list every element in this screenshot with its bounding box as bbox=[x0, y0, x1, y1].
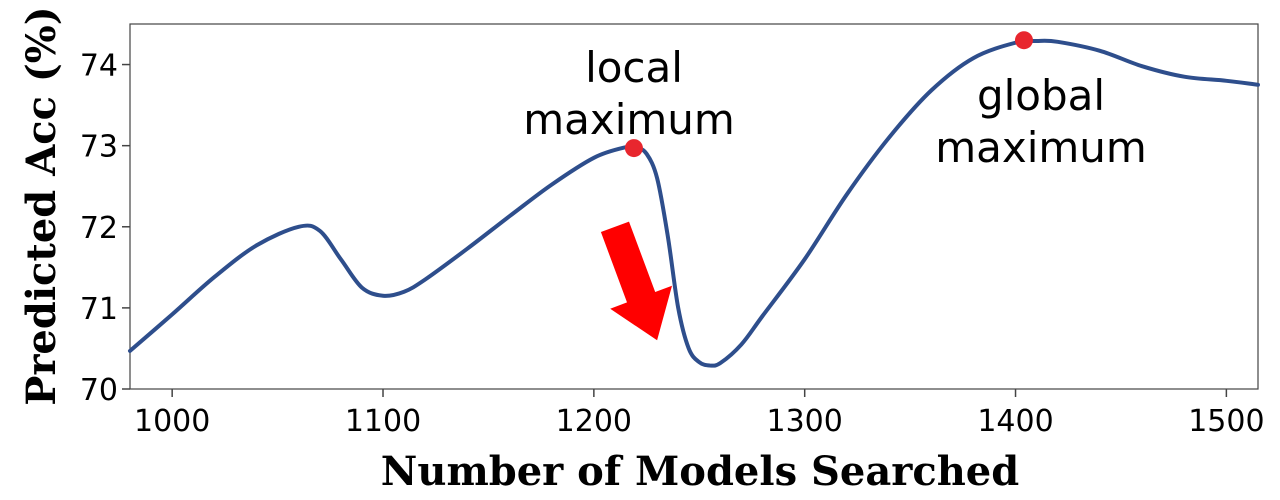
markers bbox=[624, 31, 1033, 158]
x-tick-label: 1200 bbox=[556, 404, 632, 439]
y-tick-label: 74 bbox=[80, 49, 118, 84]
x-tick-label: 1500 bbox=[1188, 404, 1264, 439]
global-max-marker bbox=[1014, 31, 1033, 50]
arrow-icon bbox=[600, 221, 672, 341]
x-tick-label: 1000 bbox=[134, 404, 210, 439]
x-tick-label: 1100 bbox=[345, 404, 421, 439]
x-axis: 1000 1100 1200 1300 1400 1500 bbox=[134, 389, 1265, 439]
y-tick-label: 72 bbox=[80, 211, 118, 246]
annotation-local-line2: maximum bbox=[523, 95, 735, 144]
local-max-marker bbox=[624, 139, 643, 158]
annotation-local-line1: local bbox=[585, 43, 683, 92]
x-tick-label: 1400 bbox=[977, 404, 1053, 439]
y-tick-label: 70 bbox=[80, 373, 118, 408]
annotation-global-line2: maximum bbox=[935, 123, 1147, 172]
y-axis-label: Predicted Acc (%) bbox=[18, 6, 65, 405]
y-tick-label: 71 bbox=[80, 292, 118, 327]
x-axis-label: Number of Models Searched bbox=[381, 448, 1019, 495]
y-axis: 70 71 72 73 74 bbox=[80, 49, 130, 408]
annotation-global-line1: global bbox=[977, 71, 1105, 120]
y-tick-label: 73 bbox=[80, 130, 118, 165]
x-tick-label: 1300 bbox=[767, 404, 843, 439]
plot-frame bbox=[129, 23, 1259, 390]
red-arrow bbox=[600, 221, 672, 341]
